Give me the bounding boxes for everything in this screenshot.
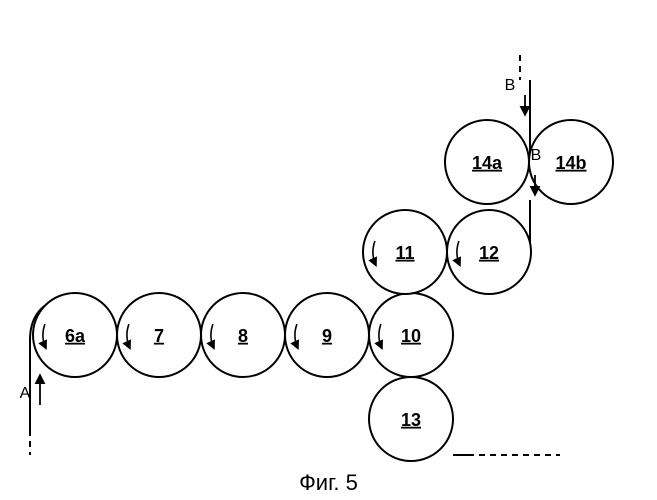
endpoint-label-B_mid: B — [531, 147, 542, 164]
roller-7: 7 — [117, 293, 201, 377]
roller-13: 13 — [369, 377, 453, 461]
roller-label-9: 9 — [322, 326, 332, 346]
roller-10: 10 — [369, 293, 453, 377]
roller-label-13: 13 — [401, 410, 421, 430]
endpoint-label-A: A — [20, 385, 31, 402]
roller-9: 9 — [285, 293, 369, 377]
roller-label-8: 8 — [238, 326, 248, 346]
roller-label-6a: 6a — [65, 326, 86, 346]
roller-label-12: 12 — [479, 243, 499, 263]
roller-11: 11 — [363, 210, 447, 294]
roller-label-14b: 14b — [555, 153, 586, 173]
roller-label-10: 10 — [401, 326, 421, 346]
roller-6a: 6a — [33, 293, 117, 377]
roller-8: 8 — [201, 293, 285, 377]
roller-12: 12 — [447, 210, 531, 294]
roller-label-14a: 14a — [472, 153, 503, 173]
endpoint-label-B_top: B — [505, 77, 516, 94]
figure-caption: Фиг. 5 — [299, 470, 358, 495]
roller-label-11: 11 — [395, 243, 414, 263]
roller-14a: 14a — [445, 120, 529, 204]
roller-14b: 14b — [529, 120, 613, 204]
roller-label-7: 7 — [154, 326, 164, 346]
